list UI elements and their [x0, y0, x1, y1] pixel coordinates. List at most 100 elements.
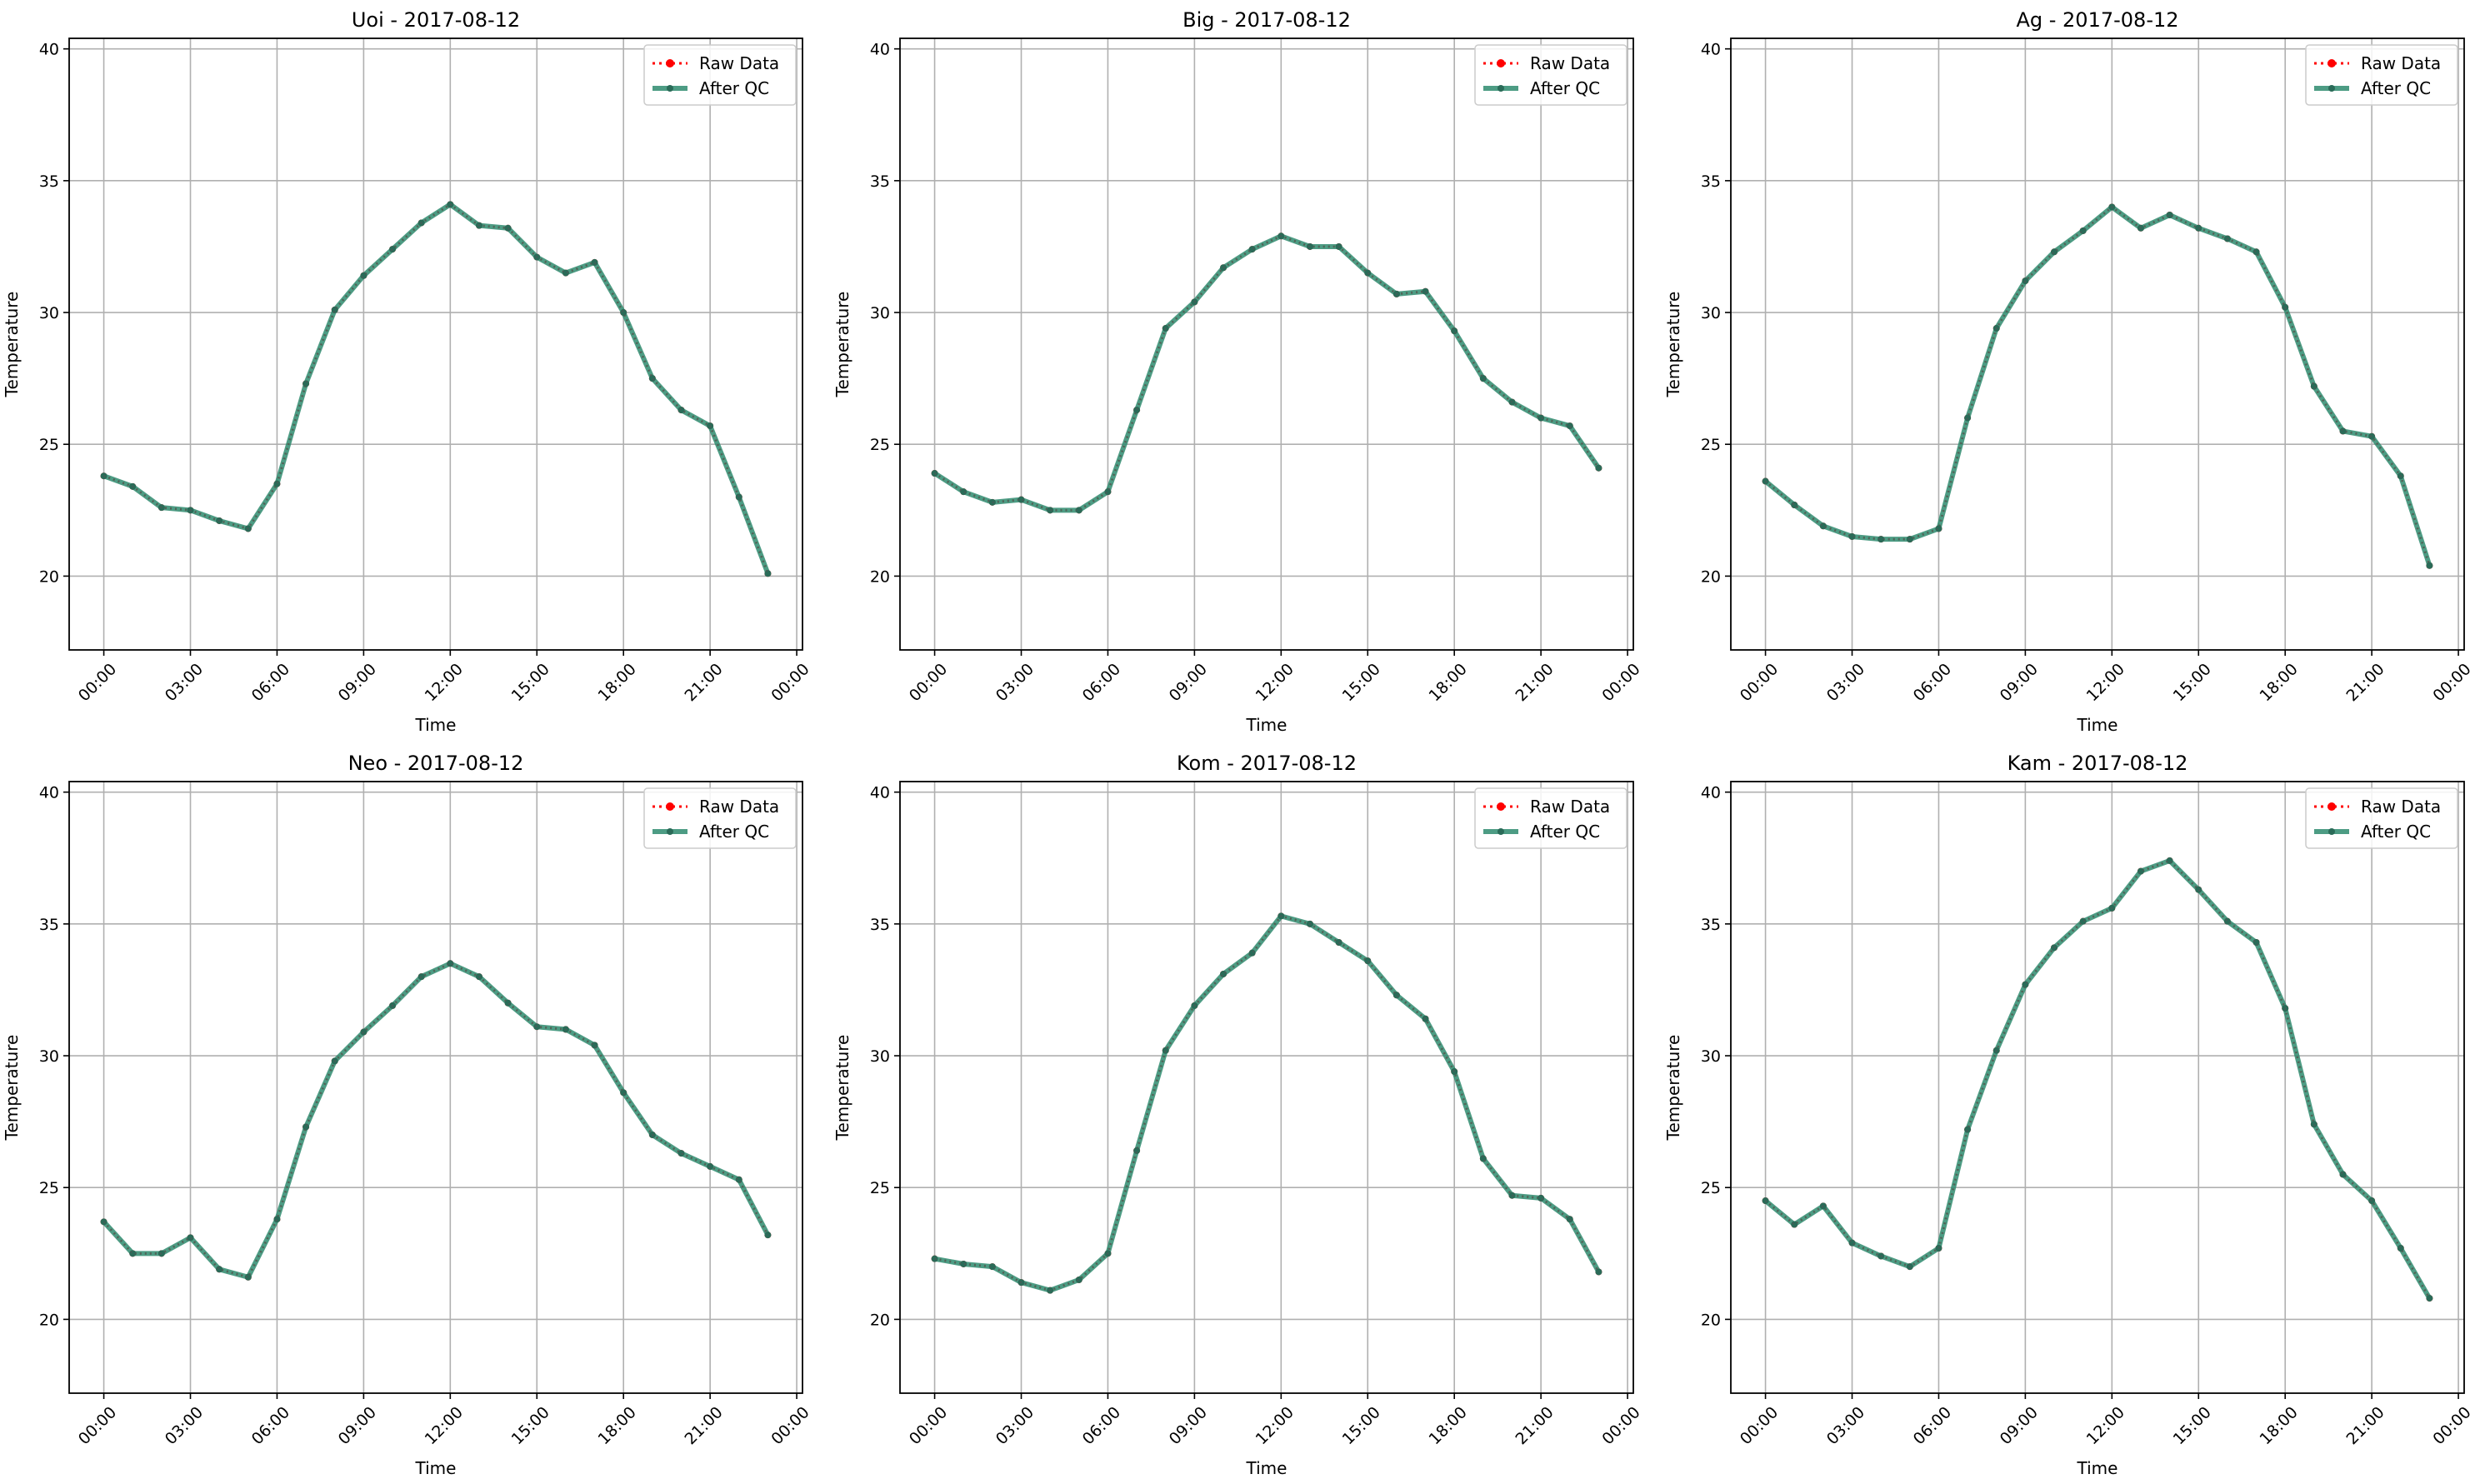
after-qc-data-point [100, 1218, 108, 1226]
after-qc-data-point [1133, 407, 1141, 414]
x-axis-label: Time [415, 715, 457, 735]
after-qc-data-point [1075, 1276, 1082, 1283]
chart-title: Neo - 2017-08-12 [348, 752, 524, 775]
x-tick-label: 12:00 [1252, 1403, 1298, 1448]
x-tick-label: 00:00 [2429, 660, 2474, 705]
series-line-raw-data [933, 234, 1600, 512]
after-qc-data-point [216, 1266, 223, 1273]
after-qc-data-point [2195, 224, 2202, 232]
chart-title: Kam - 2017-08-12 [2008, 752, 2188, 775]
x-axis-label: Time [1246, 1458, 1288, 1478]
after-qc-data-point [2339, 427, 2347, 435]
x-tick-label: 09:00 [335, 1403, 380, 1448]
after-qc-data-point [1162, 1047, 1169, 1054]
after-qc-data-point [1538, 1194, 1545, 1202]
x-tick-label: 00:00 [1598, 1403, 1643, 1448]
plot-area [1762, 203, 2433, 569]
x-tick-label: 15:00 [508, 1403, 553, 1448]
legend: Raw Data After QC [2305, 44, 2458, 106]
y-tick-label: 40 [1701, 41, 1721, 59]
after-qc-data-point [2252, 248, 2260, 256]
legend-marker-after-qc [667, 828, 673, 835]
y-tick-label: 30 [1701, 304, 1721, 322]
x-tick-label: 12:00 [2083, 1403, 2128, 1448]
y-axis-label: Temperature [2, 292, 22, 398]
x-tick-label: 09:00 [1166, 660, 1211, 705]
x-tick-label: 15:00 [2170, 1403, 2215, 1448]
after-qc-data-point [735, 493, 742, 501]
series-line-raw-overlay [1764, 859, 2431, 1299]
y-tick-label: 20 [870, 567, 890, 586]
legend-label-raw-data: Raw Data [1530, 53, 1610, 73]
y-tick-label: 20 [870, 1311, 890, 1329]
y-tick-label: 25 [1701, 436, 1721, 454]
legend: Raw Data After QC [643, 44, 797, 106]
legend-marker-after-qc [1498, 85, 1504, 92]
series-line-after-qc [102, 961, 771, 1280]
x-tick-label: 21:00 [1512, 1403, 1557, 1448]
x-tick-label: 18:00 [1426, 660, 1471, 705]
axes-frame [1730, 37, 2465, 651]
after-qc-data-point [2310, 382, 2318, 390]
after-qc-data-point [1848, 532, 1856, 540]
axes-frame [68, 37, 803, 651]
chart-title: Ag - 2017-08-12 [2016, 8, 2178, 32]
x-tick-label: 06:00 [248, 1403, 293, 1448]
series-line-after-qc [1763, 204, 2432, 567]
after-qc-data-point [1422, 287, 1429, 295]
y-tick-label: 40 [1701, 784, 1721, 802]
y-tick-label: 35 [870, 172, 890, 191]
x-tick-label: 06:00 [1910, 660, 1955, 705]
series-line-after-qc [932, 233, 1601, 513]
legend-marker-raw-data [666, 59, 674, 67]
x-tick-label: 09:00 [335, 660, 380, 705]
x-tick-label: 00:00 [906, 1403, 951, 1448]
y-tick-label: 35 [39, 916, 59, 934]
legend-label-after-qc: After QC [1530, 78, 1600, 98]
x-tick-label: 00:00 [906, 660, 951, 705]
x-axis-label: Time [2077, 715, 2118, 735]
legend-marker-after-qc [1498, 828, 1504, 835]
chart-panel-2: 00:00 03:00 06:00 09:00 12:00 15:00 18:00 21:00… [1663, 8, 2475, 735]
axes-frame [899, 37, 1634, 651]
after-qc-data-point [1364, 269, 1372, 277]
y-tick-label: 20 [1701, 1311, 1721, 1329]
x-tick-label: 03:00 [162, 1403, 207, 1448]
x-tick-label: 12:00 [422, 660, 467, 705]
x-tick-label: 15:00 [2170, 660, 2215, 705]
series-line-raw-data [103, 202, 769, 574]
y-tick-label: 35 [39, 172, 59, 191]
x-tick-label: 06:00 [1079, 660, 1124, 705]
series-line-after-qc [102, 202, 771, 575]
y-tick-label: 40 [39, 784, 59, 802]
after-qc-data-point [1306, 242, 1313, 250]
after-qc-data-point [2166, 211, 2173, 218]
legend-label-raw-data: Raw Data [2361, 797, 2441, 817]
y-axis-label: Temperature [1663, 1035, 1683, 1142]
y-tick-label: 35 [870, 916, 890, 934]
x-tick-label: 00:00 [1737, 660, 1782, 705]
after-qc-data-point [2022, 981, 2029, 988]
x-tick-label: 06:00 [1079, 1403, 1124, 1448]
x-tick-label: 12:00 [1252, 660, 1298, 705]
x-tick-label: 18:00 [595, 660, 640, 705]
y-tick-label: 40 [39, 41, 59, 59]
after-qc-data-point [2079, 917, 2087, 925]
x-tick-label: 15:00 [508, 660, 553, 705]
after-qc-data-point [273, 1216, 281, 1223]
chart-title: Kom - 2017-08-12 [1177, 752, 1357, 775]
series-line-raw-overlay [934, 235, 1600, 512]
x-tick-label: 21:00 [681, 660, 726, 705]
y-tick-label: 30 [1701, 1047, 1721, 1066]
y-tick-label: 30 [39, 304, 59, 322]
y-axis-label: Temperature [832, 292, 852, 398]
after-qc-data-point [620, 309, 628, 317]
legend-marker-after-qc [667, 85, 673, 92]
after-qc-data-point [2397, 1244, 2404, 1252]
x-axis-label: Time [1246, 715, 1288, 735]
x-tick-label: 12:00 [2083, 660, 2128, 705]
axes-frame [68, 781, 803, 1394]
x-tick-label: 00:00 [1598, 660, 1643, 705]
after-qc-data-point [533, 1023, 541, 1031]
plot-area [931, 232, 1602, 514]
